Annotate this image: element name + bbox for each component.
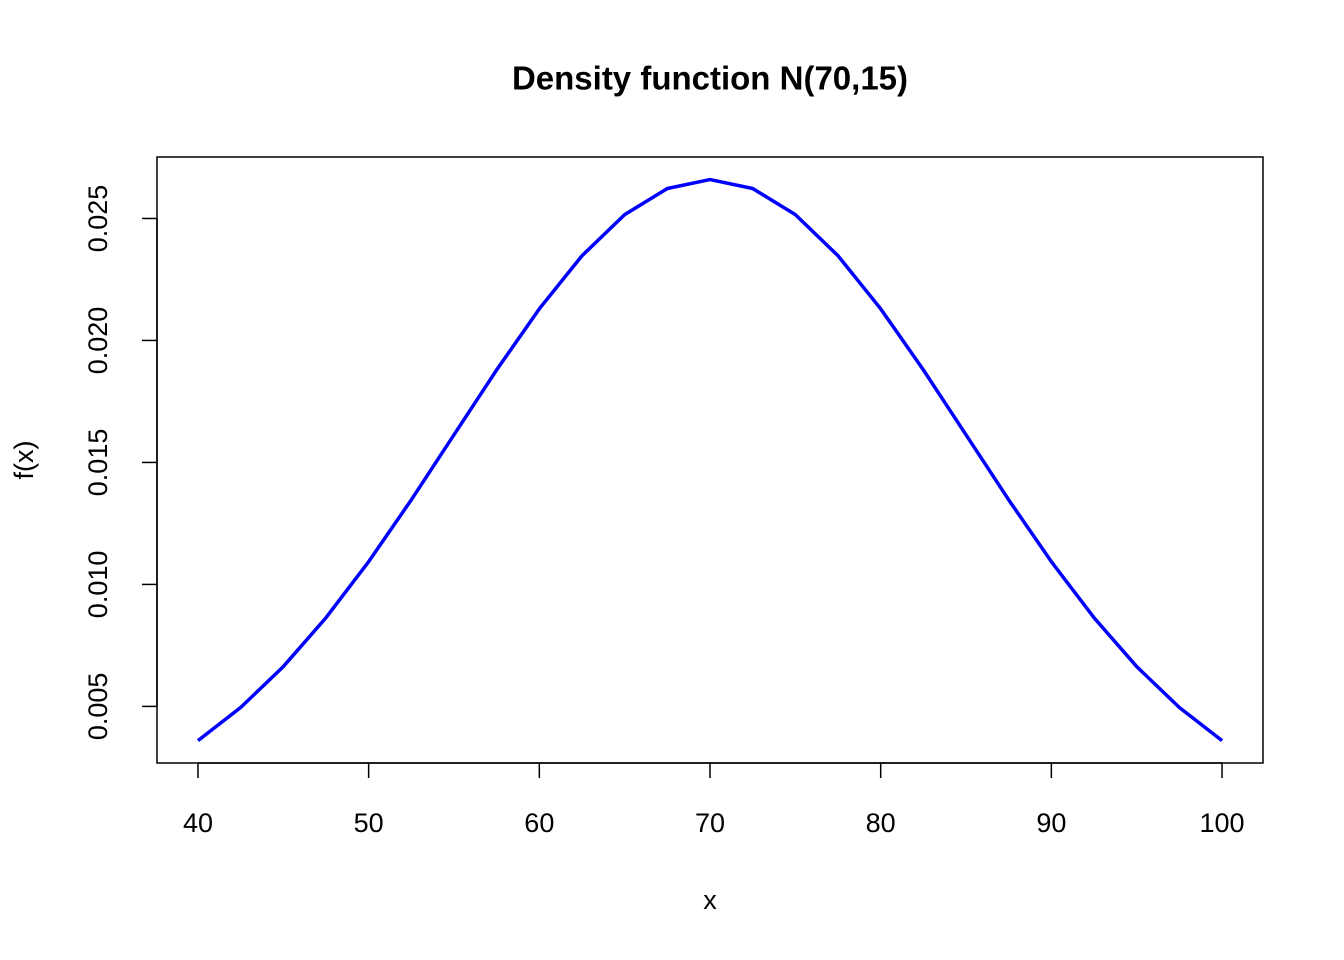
x-tick-label: 80 bbox=[866, 808, 896, 838]
y-tick-label: 0.025 bbox=[83, 185, 113, 253]
y-tick-label: 0.005 bbox=[83, 673, 113, 741]
y-tick-label: 0.020 bbox=[83, 307, 113, 375]
x-tick-label: 40 bbox=[183, 808, 213, 838]
y-tick-label: 0.010 bbox=[83, 551, 113, 619]
x-tick-label: 90 bbox=[1036, 808, 1066, 838]
x-tick-label: 100 bbox=[1200, 808, 1245, 838]
x-tick-label: 60 bbox=[524, 808, 554, 838]
x-axis-label: x bbox=[703, 885, 717, 915]
density-line bbox=[196, 177, 1224, 742]
x-tick-label: 50 bbox=[354, 808, 384, 838]
x-tick-label: 70 bbox=[695, 808, 725, 838]
y-axis-label: f(x) bbox=[9, 441, 39, 480]
y-tick-label: 0.015 bbox=[83, 429, 113, 497]
chart-title: Density function N(70,15) bbox=[512, 60, 908, 97]
